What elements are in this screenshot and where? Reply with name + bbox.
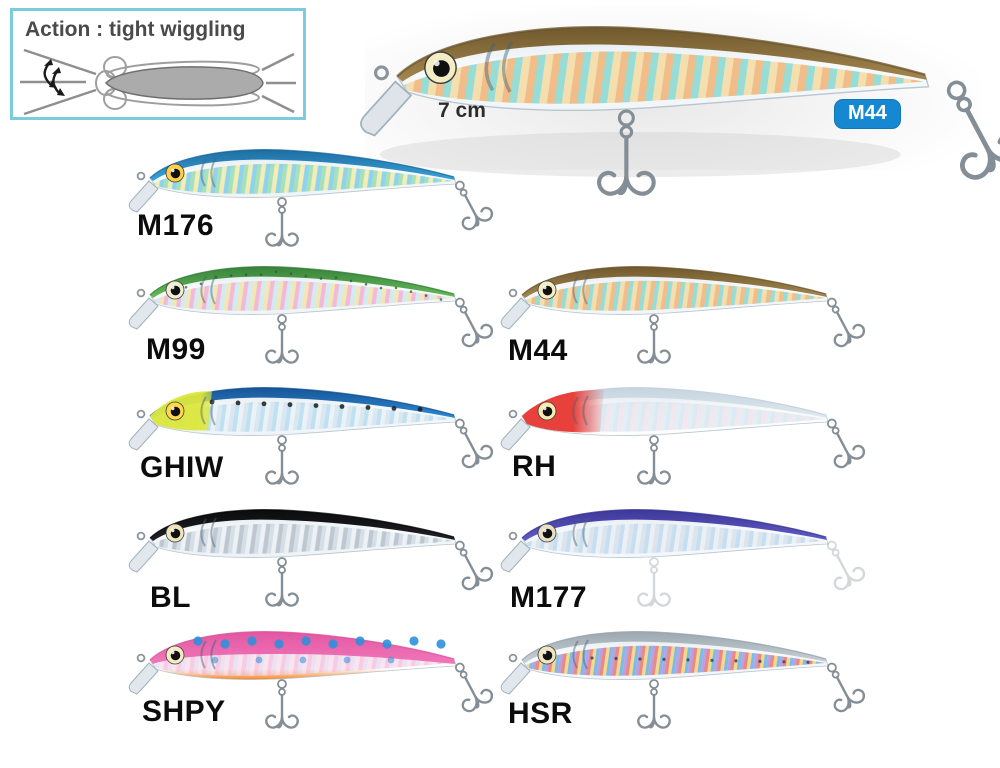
lure-topview-body <box>104 66 264 100</box>
variant-label-ghiw: GHIW <box>140 451 224 484</box>
treble-hook-icon <box>637 314 671 364</box>
line-tie-icon <box>136 531 146 541</box>
lure-image-ghiw <box>128 387 494 485</box>
lure-image-m44 <box>500 266 866 364</box>
wiggle-arrow-icon <box>43 60 60 94</box>
diving-lip <box>500 297 531 330</box>
variant-label-bl: BL <box>150 581 191 614</box>
gill-marks <box>572 517 589 548</box>
line-tie-icon <box>136 653 146 663</box>
variant-label-shpy: SHPY <box>142 695 226 728</box>
treble-hook-icon <box>637 435 671 485</box>
lure-eye-icon <box>537 645 557 665</box>
treble-hook-icon <box>454 418 494 469</box>
lure-image-m177 <box>500 509 866 607</box>
lure-eye-icon <box>165 645 185 665</box>
lure-image-bl <box>128 509 494 607</box>
action-diagram <box>20 48 296 116</box>
diving-lip <box>500 540 531 573</box>
line-tie-icon <box>508 531 518 541</box>
lure-eye-icon <box>165 523 185 543</box>
lure-eye-icon <box>537 280 557 300</box>
treble-hook-icon <box>265 435 299 485</box>
diving-lip <box>128 662 159 695</box>
lure-image-m176 <box>128 149 494 247</box>
lure-eye-icon <box>537 523 557 543</box>
diving-lip <box>128 418 159 451</box>
variant-label-m177: M177 <box>510 581 588 614</box>
gill-marks <box>200 517 217 548</box>
treble-hook-icon <box>826 540 866 591</box>
line-tie-icon <box>136 171 146 181</box>
gill-marks <box>484 40 514 93</box>
lure-image-shpy <box>128 631 494 729</box>
treble-hook-icon <box>454 540 494 591</box>
diving-lip <box>500 418 531 451</box>
lure-image-rh <box>500 387 866 485</box>
line-tie-icon <box>508 288 518 298</box>
gill-marks <box>200 639 217 670</box>
gill-marks <box>200 274 217 305</box>
lure-eye-icon <box>165 401 185 421</box>
variant-label-rh: RH <box>512 450 557 483</box>
diving-lip <box>500 662 531 695</box>
treble-hook-icon <box>265 679 299 729</box>
gill-marks <box>572 639 589 670</box>
line-tie-icon <box>136 409 146 419</box>
gill-marks <box>572 395 589 426</box>
action-label: Action : tight wiggling <box>25 18 246 41</box>
action-box: Action : tight wiggling <box>10 8 306 120</box>
diving-lip <box>128 180 159 213</box>
variant-label-m44: M44 <box>508 334 568 367</box>
treble-hook-icon <box>597 109 656 196</box>
diving-lip <box>360 80 413 137</box>
variant-label-m99: M99 <box>146 333 206 366</box>
treble-hook-icon <box>454 297 494 348</box>
treble-hook-icon <box>637 679 671 729</box>
hero-model-badge: M44 <box>834 99 901 129</box>
lure-eye-icon <box>165 280 185 300</box>
diving-lip <box>128 297 159 330</box>
treble-hook-icon <box>454 180 494 231</box>
treble-hook-icon <box>946 80 1000 180</box>
gill-marks <box>200 157 217 188</box>
variant-label-m176: M176 <box>137 209 215 242</box>
hero-lure-image <box>360 26 1000 196</box>
treble-hook-icon <box>826 297 866 348</box>
line-tie-icon <box>136 288 146 298</box>
lure-eye-icon <box>424 51 457 85</box>
hero-size-label: 7 cm <box>438 99 486 122</box>
treble-hook-icon <box>265 314 299 364</box>
treble-hook-icon <box>454 662 494 713</box>
line-tie-icon <box>374 65 389 81</box>
gill-marks <box>200 395 217 426</box>
treble-hook-icon <box>265 197 299 247</box>
treble-hook-icon <box>826 418 866 469</box>
variant-label-hsr: HSR <box>508 697 573 730</box>
diving-lip <box>128 540 159 573</box>
gill-marks <box>572 274 589 305</box>
treble-hook-icon <box>265 557 299 607</box>
treble-hook-icon <box>826 662 866 713</box>
line-tie-icon <box>508 653 518 663</box>
lure-image-hsr <box>500 631 866 729</box>
lure-eye-icon <box>537 401 557 421</box>
lure-eye-icon <box>165 163 185 183</box>
line-tie-icon <box>508 409 518 419</box>
treble-hook-icon <box>637 557 671 607</box>
lure-image-m99 <box>128 266 494 364</box>
